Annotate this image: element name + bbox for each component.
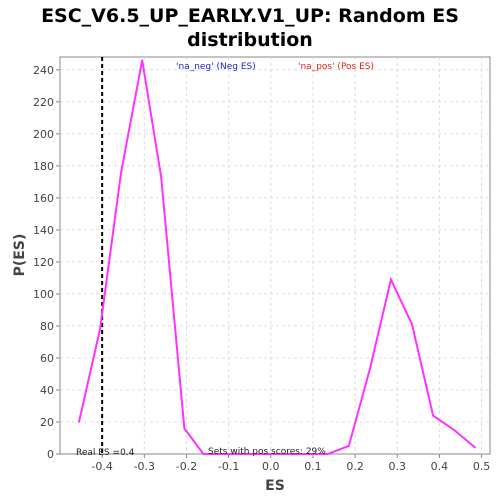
y-tick-label: 160 <box>33 192 54 205</box>
real-es-annotation: Real ES =0.4 <box>76 448 135 458</box>
x-axis-ticks: -0.4 -0.3 -0.2 -0.1 0.0 0.1 0.2 0.3 0.4 0.5 <box>91 454 490 473</box>
series-point <box>432 414 434 417</box>
x-tick-label: -0.1 <box>218 460 239 473</box>
y-tick-label: 220 <box>33 96 54 109</box>
series-point <box>307 453 310 455</box>
legend-pos-es: 'na_pos' (Pos ES) <box>298 62 374 72</box>
series-point <box>141 59 144 62</box>
series-point <box>120 171 122 174</box>
series-point <box>369 368 371 370</box>
series-point <box>244 453 247 455</box>
x-tick-label: -0.4 <box>91 460 112 473</box>
chart-title-line2: distribution <box>187 29 313 51</box>
series-point <box>223 453 226 455</box>
chart-title-line1: ESC_V6.5_UP_EARLY.V1_UP: Random ES <box>41 5 459 27</box>
series-point <box>160 176 162 178</box>
x-tick-label: 0.0 <box>262 460 280 473</box>
x-tick-label: -0.3 <box>134 460 155 473</box>
plot-area <box>59 56 491 455</box>
grid-lines <box>60 57 490 454</box>
series-point <box>474 446 477 449</box>
y-tick-label: 120 <box>33 256 54 269</box>
y-tick-label: 0 <box>47 448 54 461</box>
x-tick-label: 0.2 <box>346 460 364 473</box>
pos-scores-annotation: Sets with pos scores: 29% <box>208 447 326 457</box>
y-tick-label: 180 <box>33 160 54 173</box>
series-point <box>411 323 413 326</box>
y-tick-label: 80 <box>40 320 54 333</box>
legend-neg-es: 'na_neg' (Neg ES) <box>176 62 256 72</box>
y-tick-label: 100 <box>33 288 54 301</box>
y-axis-ticks: 0 20 40 60 80 100 120 140 160 180 200 220 240 <box>33 64 60 461</box>
x-tick-label: 0.5 <box>473 460 491 473</box>
y-axis-label: P(ES) <box>12 234 28 277</box>
y-tick-label: 140 <box>33 224 54 237</box>
series-point <box>326 453 329 455</box>
y-tick-label: 240 <box>33 64 54 77</box>
x-tick-label: 0.3 <box>389 460 407 473</box>
series-point <box>347 445 350 447</box>
series-point <box>78 421 80 423</box>
y-tick-label: 20 <box>40 416 54 429</box>
series-point <box>286 453 289 455</box>
x-tick-label: 0.1 <box>304 460 322 473</box>
y-tick-label: 60 <box>40 352 54 365</box>
x-axis-label: ES <box>265 478 285 494</box>
es-distribution-line <box>77 60 476 455</box>
series-point <box>265 453 268 455</box>
y-tick-label: 40 <box>40 384 54 397</box>
series-point <box>99 328 101 330</box>
series-point <box>453 429 455 431</box>
series-points <box>78 59 477 455</box>
x-tick-label: -0.2 <box>176 460 197 473</box>
y-tick-label: 200 <box>33 128 54 141</box>
series-point <box>202 453 205 455</box>
x-tick-label: 0.4 <box>431 460 449 473</box>
series-point <box>183 427 186 430</box>
series-point <box>390 278 392 281</box>
